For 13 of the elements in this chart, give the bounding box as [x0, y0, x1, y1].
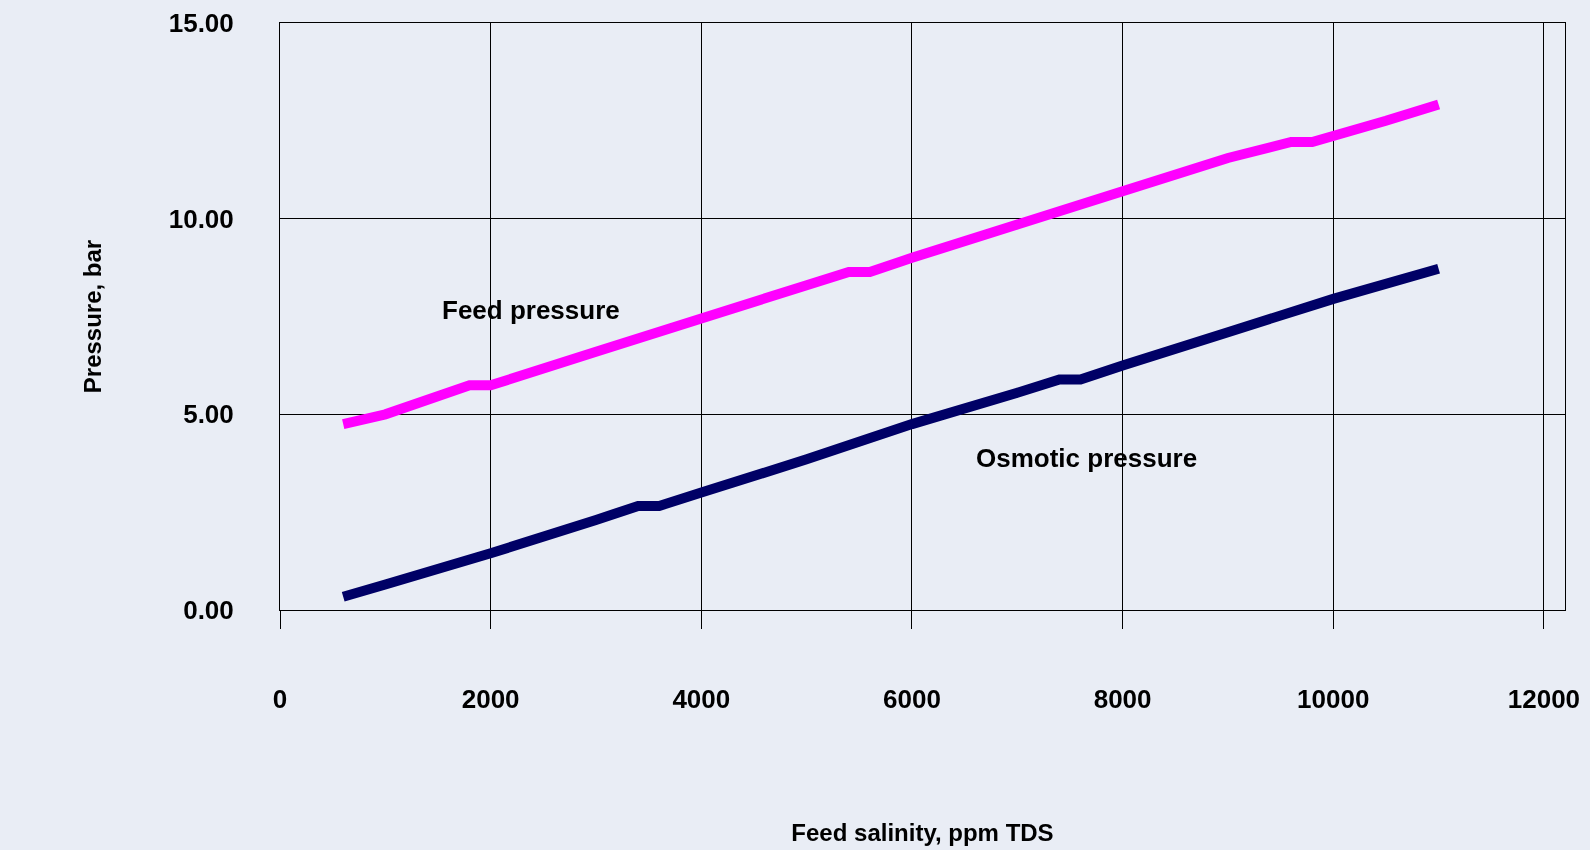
x-tick-label: 0	[272, 684, 288, 715]
y-tick-label: 5.00	[183, 399, 234, 430]
y-tick-label: 0.00	[183, 595, 234, 626]
x-tick-label: 4000	[672, 684, 731, 715]
x-axis-title: Feed salinity, ppm TDS	[791, 818, 1054, 846]
x-tick-label: 2000	[461, 684, 520, 715]
x-tick-label: 6000	[883, 684, 941, 715]
x-tick-label: 10000	[1297, 684, 1370, 715]
y-tick-label: 15.00	[168, 8, 234, 39]
x-tick-label: 12000	[1507, 684, 1581, 715]
y-tick-label: 10.00	[168, 203, 234, 234]
x-tick-label: 8000	[1093, 684, 1152, 715]
y-axis-title: Pressure, bar	[78, 239, 106, 394]
